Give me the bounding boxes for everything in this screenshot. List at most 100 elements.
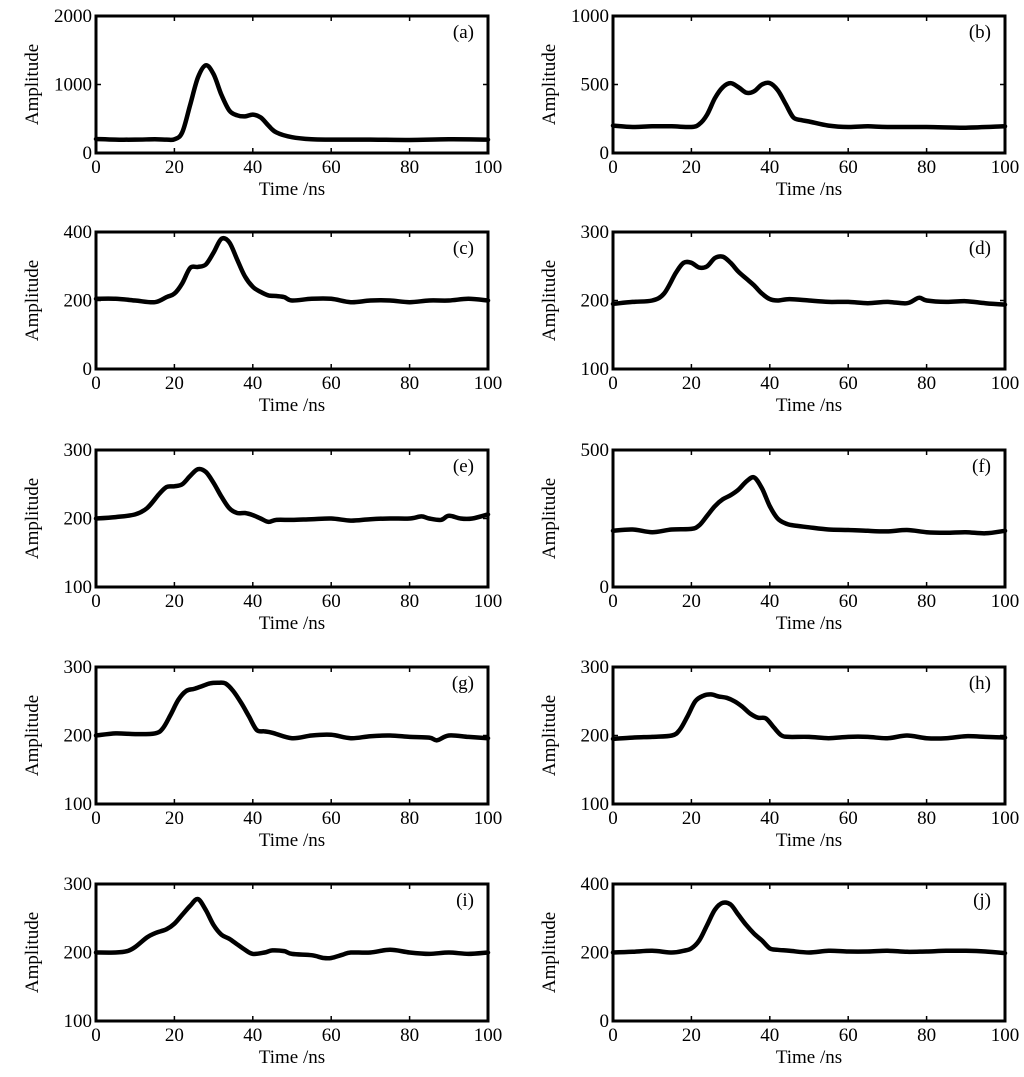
- y-tick-label: 200: [64, 726, 93, 747]
- x-axis-label: Time /ns: [776, 1047, 842, 1068]
- panel-label: (i): [456, 890, 474, 911]
- x-tick-label: 80: [917, 373, 936, 394]
- x-tick-label: 100: [474, 373, 503, 394]
- plot-frame: [94, 14, 490, 155]
- x-tick-label: 60: [839, 1025, 858, 1046]
- x-tick-label: 20: [165, 373, 184, 394]
- x-tick-label: 40: [243, 1025, 262, 1046]
- x-tick-label: 80: [917, 157, 936, 178]
- y-tick-label: 400: [581, 874, 610, 895]
- x-axis-label: Time /ns: [259, 613, 325, 634]
- y-axis-label: Amplitude: [539, 478, 560, 559]
- y-tick-label: 2000: [54, 6, 92, 27]
- panel-f: 0 20 40 60 80 100 0 500 Time /ns Amplitude (f): [539, 440, 1019, 634]
- x-axis-label: Time /ns: [259, 830, 325, 851]
- panel-h: 0 20 40 60 80 100 100 200 300 Time /ns Amplitude (h…: [539, 657, 1019, 851]
- y-tick-label: 0: [600, 143, 610, 164]
- x-axis-label: Time /ns: [776, 613, 842, 634]
- y-axis-label: Amplitude: [539, 695, 560, 776]
- x-tick-label: 20: [165, 808, 184, 829]
- series-line: [93, 680, 491, 743]
- x-tick-label: 40: [243, 157, 262, 178]
- x-tick-label: 20: [165, 1025, 184, 1046]
- x-tick-label: 100: [991, 157, 1020, 178]
- x-tick-label: 40: [760, 373, 779, 394]
- series-line: [93, 63, 491, 143]
- x-tick-label: 20: [682, 373, 701, 394]
- x-tick-label: 40: [243, 808, 262, 829]
- x-tick-label: 0: [608, 808, 618, 829]
- x-tick-label: 100: [474, 157, 503, 178]
- y-tick-label: 100: [581, 359, 610, 380]
- x-tick-label: 100: [474, 1025, 503, 1046]
- x-tick-label: 60: [839, 373, 858, 394]
- x-tick-label: 20: [682, 157, 701, 178]
- series-line: [610, 692, 1008, 742]
- y-tick-label: 500: [581, 75, 610, 96]
- x-tick-label: 0: [91, 1025, 101, 1046]
- y-tick-label: 300: [581, 222, 610, 243]
- x-tick-label: 20: [682, 808, 701, 829]
- plot-frame: [611, 14, 1007, 155]
- series-line: [93, 235, 491, 305]
- y-tick-label: 300: [64, 657, 93, 678]
- y-axis-label: Amplitude: [22, 478, 43, 559]
- x-tick-label: 60: [322, 157, 341, 178]
- y-tick-label: 0: [83, 359, 93, 380]
- y-axis-label: Amplitude: [22, 44, 43, 125]
- x-axis-label: Time /ns: [776, 179, 842, 200]
- panel-label: (c): [453, 238, 474, 259]
- x-tick-label: 100: [991, 1025, 1020, 1046]
- panel-label: (a): [453, 22, 474, 43]
- panel-i: 0 20 40 60 80 100 100 200 300 Time /ns Amplitude (i…: [22, 874, 502, 1068]
- x-tick-label: 0: [91, 157, 101, 178]
- y-tick-label: 100: [64, 1011, 93, 1032]
- y-tick-label: 0: [600, 577, 610, 598]
- panel-d: 0 20 40 60 80 100 100 200 300 Time /ns Amplitude (d…: [539, 222, 1019, 416]
- x-tick-label: 60: [322, 1025, 341, 1046]
- y-axis-label: Amplitude: [539, 260, 560, 341]
- x-tick-label: 0: [91, 808, 101, 829]
- panel-label: (g): [452, 673, 474, 694]
- y-tick-label: 200: [581, 726, 610, 747]
- plot-frame: [611, 448, 1007, 589]
- x-tick-label: 40: [243, 373, 262, 394]
- x-axis-label: Time /ns: [259, 395, 325, 416]
- y-axis-label: Amplitude: [22, 695, 43, 776]
- y-tick-label: 100: [581, 794, 610, 815]
- x-tick-label: 0: [608, 157, 618, 178]
- y-tick-label: 200: [64, 291, 93, 312]
- x-tick-label: 40: [760, 157, 779, 178]
- panel-c: 0 20 40 60 80 100 0 200 400 Time /ns Amplitude (c): [22, 222, 502, 416]
- x-tick-label: 20: [165, 591, 184, 612]
- panel-label: (d): [969, 238, 991, 259]
- y-axis-label: Amplitude: [22, 260, 43, 341]
- x-tick-label: 60: [322, 373, 341, 394]
- series-line: [610, 474, 1008, 536]
- x-tick-label: 60: [839, 157, 858, 178]
- y-tick-label: 200: [581, 943, 610, 964]
- x-tick-label: 0: [91, 373, 101, 394]
- x-axis-label: Time /ns: [776, 395, 842, 416]
- x-tick-label: 60: [322, 808, 341, 829]
- x-tick-label: 80: [917, 808, 936, 829]
- panel-label: (e): [453, 456, 474, 477]
- x-tick-label: 80: [400, 1025, 419, 1046]
- y-tick-label: 1000: [571, 6, 609, 27]
- x-tick-label: 80: [917, 591, 936, 612]
- panel-e: 0 20 40 60 80 100 100 200 300 Time /ns Amplitude (e…: [22, 440, 502, 634]
- x-tick-label: 40: [760, 808, 779, 829]
- series-line: [610, 900, 1008, 956]
- x-tick-label: 80: [400, 808, 419, 829]
- x-tick-label: 60: [322, 591, 341, 612]
- x-tick-label: 80: [400, 157, 419, 178]
- y-tick-label: 100: [64, 577, 93, 598]
- y-tick-label: 100: [64, 794, 93, 815]
- y-axis-label: Amplitude: [539, 44, 560, 125]
- x-tick-label: 100: [474, 591, 503, 612]
- y-tick-label: 500: [581, 440, 610, 461]
- y-tick-label: 400: [64, 222, 93, 243]
